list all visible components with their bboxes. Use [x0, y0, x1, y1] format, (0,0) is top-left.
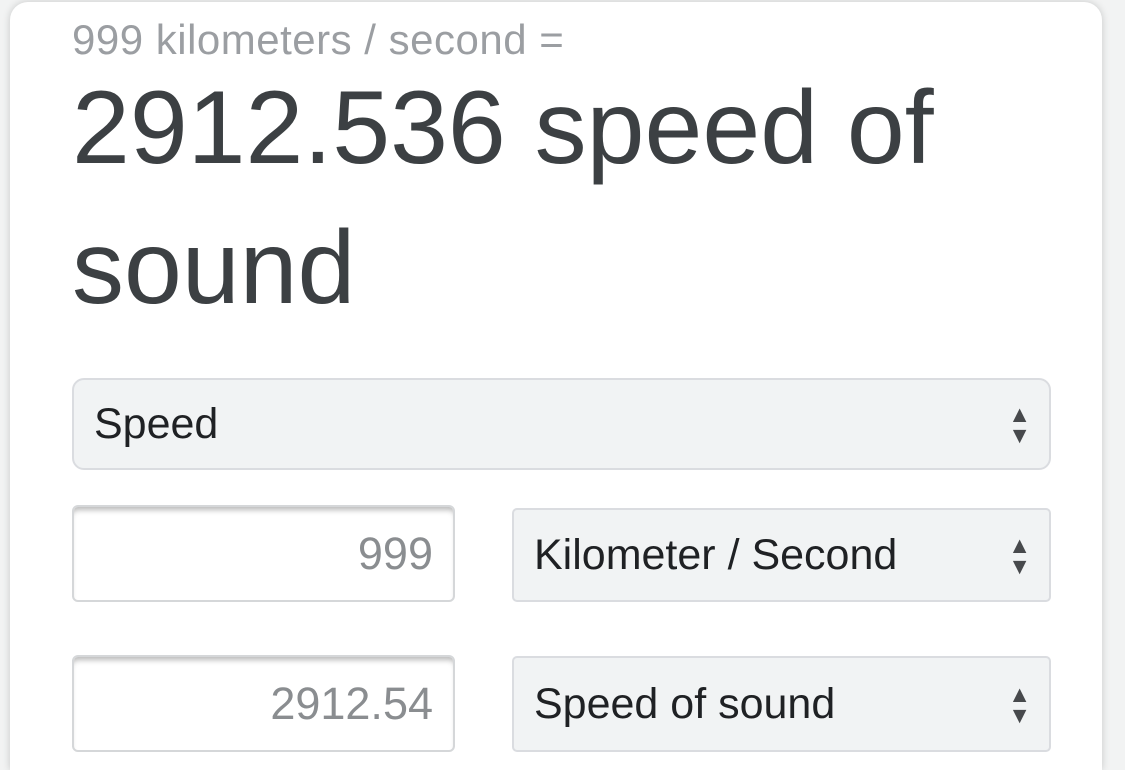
to-unit-select-value: Speed of sound — [534, 679, 836, 728]
arrow-down-icon: ▼ — [1008, 701, 1031, 728]
arrow-up-icon: ▲ — [1008, 531, 1031, 558]
arrow-up-icon: ▲ — [1008, 680, 1031, 707]
to-amount-input[interactable] — [72, 655, 455, 752]
arrow-down-icon: ▼ — [1008, 552, 1031, 579]
arrow-down-icon: ▼ — [1008, 421, 1031, 448]
arrow-up-icon: ▲ — [1008, 400, 1031, 427]
from-unit-select-value: Kilometer / Second — [534, 530, 898, 579]
category-select[interactable]: Speed ▲ ▼ — [72, 378, 1051, 470]
category-select-value: Speed — [94, 399, 219, 448]
category-select-arrows-icon: ▲ ▼ — [1008, 400, 1031, 448]
to-unit-select[interactable]: Speed of sound ▲ ▼ — [512, 656, 1051, 752]
conversion-result: 2912.536 speed of sound — [72, 70, 934, 326]
to-unit-select-arrows-icon: ▲ ▼ — [1008, 680, 1031, 728]
unit-converter-card: 999 kilometers / second = 2912.536 speed… — [10, 2, 1102, 770]
from-amount-input[interactable] — [72, 505, 455, 602]
from-unit-select-arrows-icon: ▲ ▼ — [1008, 531, 1031, 579]
conversion-query: 999 kilometers / second = — [72, 16, 565, 63]
from-unit-select[interactable]: Kilometer / Second ▲ ▼ — [512, 508, 1051, 602]
